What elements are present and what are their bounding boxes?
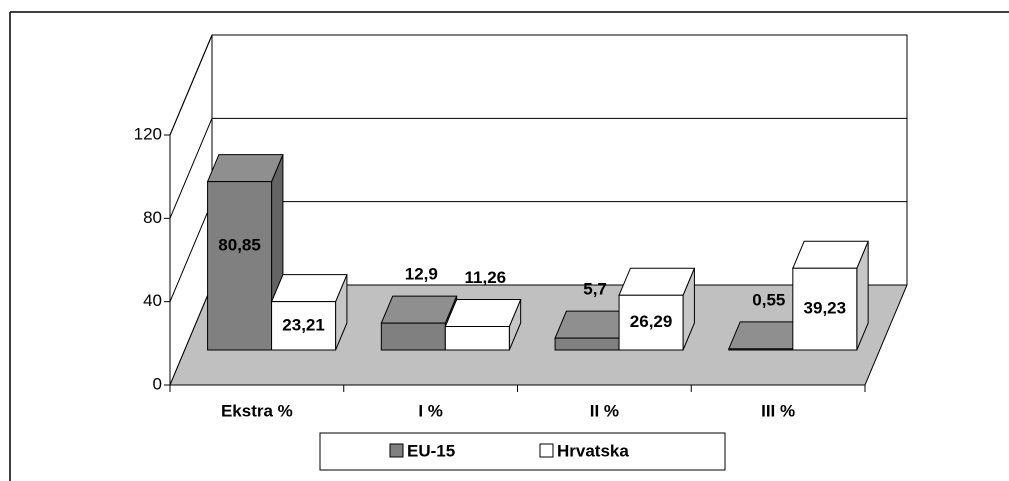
legend <box>319 432 726 471</box>
y-tick-label: 80 <box>143 208 162 227</box>
value-label: 12,9 <box>405 265 438 284</box>
legend-swatch <box>539 443 554 458</box>
value-label: 39,23 <box>804 299 847 318</box>
value-label: 0,55 <box>752 290 785 309</box>
bar-front <box>271 301 337 351</box>
bar <box>618 267 696 351</box>
bar-top <box>270 274 348 303</box>
bar-top <box>618 267 696 296</box>
bar <box>270 274 348 351</box>
value-label: 80,85 <box>218 235 261 254</box>
value-label: 5,7 <box>583 280 607 299</box>
bar-front <box>444 326 510 351</box>
x-tick-label: II % <box>590 401 619 420</box>
bar-front <box>207 181 273 351</box>
bar-front <box>380 322 446 351</box>
bar-top <box>206 154 284 183</box>
bar-front <box>618 294 684 351</box>
value-label: 11,26 <box>465 268 507 287</box>
y-tick-label: 40 <box>143 291 162 310</box>
bar-front <box>792 267 858 351</box>
legend-label: EU-15 <box>407 441 455 460</box>
y-tick-label: 120 <box>134 124 162 143</box>
value-label: 26,29 <box>630 312 673 331</box>
legend-label: Hrvatska <box>557 441 629 460</box>
y-tick-label: 0 <box>153 374 162 393</box>
bar <box>792 240 869 351</box>
x-tick-label: I % <box>418 401 443 420</box>
bar-top <box>380 295 458 324</box>
value-label: 23,21 <box>282 315 325 334</box>
bar-top <box>444 299 522 328</box>
grid-line <box>169 34 907 136</box>
bar <box>444 299 522 351</box>
x-tick-label: III % <box>761 401 795 420</box>
x-tick-label: Ekstra % <box>221 401 293 420</box>
floor <box>169 284 908 386</box>
grid-line <box>169 117 907 219</box>
legend-swatch <box>389 443 404 458</box>
bar-top <box>792 240 869 269</box>
bar-front <box>554 337 620 351</box>
bar-front <box>728 348 794 351</box>
